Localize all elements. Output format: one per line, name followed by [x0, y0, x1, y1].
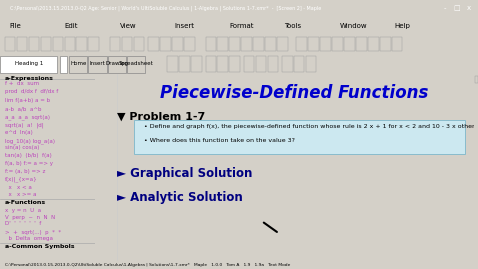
Text: Tools: Tools: [284, 23, 302, 29]
Bar: [356, 37, 367, 51]
Text: b  Delta  omega: b Delta omega: [5, 236, 53, 241]
Bar: [332, 37, 343, 51]
Bar: [475, 76, 478, 83]
Bar: [294, 56, 304, 72]
Text: x  y = n  U  a: x y = n U a: [5, 208, 41, 213]
Bar: [88, 37, 99, 51]
Text: Drawing: Drawing: [105, 61, 128, 66]
Text: a-Common Symbols: a-Common Symbols: [5, 244, 74, 249]
Bar: [148, 37, 159, 51]
Bar: [179, 56, 190, 72]
Bar: [53, 37, 63, 51]
Bar: [110, 37, 120, 51]
Text: sqrt(a)  a!  |d|: sqrt(a) a! |d|: [5, 123, 43, 128]
Text: tan(a)  (b/b)  f(a): tan(a) (b/b) f(a): [5, 153, 52, 158]
Text: x: x: [467, 5, 470, 11]
Text: Piecewise-Defined Functions: Piecewise-Defined Functions: [160, 84, 428, 102]
Text: Insert: Insert: [174, 23, 195, 29]
Text: x   x >= a: x x >= a: [5, 192, 36, 197]
Text: C:\Personal\2013.0.15.2013.0-Q2\UltiSoluble Calculus\1-Algebra | Solutions\1-7.x: C:\Personal\2013.0.15.2013.0-Q2\UltiSolu…: [5, 263, 290, 267]
Bar: [268, 56, 278, 72]
Bar: [320, 37, 331, 51]
Text: ▼ Problem 1-7: ▼ Problem 1-7: [117, 111, 206, 121]
FancyBboxPatch shape: [134, 120, 465, 154]
Text: Home: Home: [70, 61, 87, 66]
Bar: [69, 56, 87, 73]
Bar: [344, 37, 355, 51]
Bar: [122, 37, 132, 51]
Bar: [60, 56, 67, 73]
Bar: [253, 37, 264, 51]
Bar: [17, 37, 27, 51]
Bar: [108, 56, 126, 73]
Text: >  +  sqrt(...)  p  *  *: > + sqrt(...) p * *: [5, 229, 61, 235]
Bar: [241, 37, 252, 51]
Text: f(a, b) f:= a => y: f(a, b) f:= a => y: [5, 161, 53, 167]
Bar: [41, 37, 51, 51]
Bar: [306, 56, 316, 72]
Bar: [217, 56, 228, 72]
Text: x   x < a: x x < a: [5, 185, 32, 190]
Bar: [160, 37, 171, 51]
Text: Edit: Edit: [65, 23, 78, 29]
Text: sin(a) cos(a): sin(a) cos(a): [5, 145, 39, 150]
Bar: [191, 56, 202, 72]
Bar: [206, 56, 216, 72]
Text: Format: Format: [229, 23, 254, 29]
Bar: [296, 37, 307, 51]
Text: Heading 1: Heading 1: [14, 61, 43, 66]
Text: V  perp  ~  n  N  N: V perp ~ n N N: [5, 215, 55, 220]
Text: Spreadsheet: Spreadsheet: [119, 61, 153, 66]
Text: f +  dx  sum: f + dx sum: [5, 80, 39, 86]
Bar: [172, 37, 183, 51]
Bar: [277, 37, 288, 51]
Text: a-b  a/b  a^b: a-b a/b a^b: [5, 106, 41, 111]
Bar: [217, 37, 228, 51]
Text: ► Analytic Solution: ► Analytic Solution: [117, 191, 243, 204]
Text: a_a  a_a  sqrt(a): a_a a_a sqrt(a): [5, 114, 50, 120]
Bar: [184, 37, 195, 51]
Bar: [167, 56, 178, 72]
Bar: [76, 37, 87, 51]
Text: log_10(a) log_a(a): log_10(a) log_a(a): [5, 138, 55, 144]
Bar: [29, 37, 39, 51]
Bar: [127, 56, 145, 73]
Bar: [0, 56, 57, 73]
Bar: [134, 37, 144, 51]
Text: View: View: [120, 23, 136, 29]
Text: Insert: Insert: [90, 61, 105, 66]
Bar: [308, 37, 319, 51]
Text: C:\Personal\2013.15.2013.0-Q2 Age: Senior | World's UltiSoluble Calculus | 1-Alg: C:\Personal\2013.15.2013.0-Q2 Age: Senio…: [10, 6, 321, 12]
Bar: [229, 56, 240, 72]
Text: □: □: [453, 5, 460, 11]
Bar: [282, 56, 293, 72]
Text: f(x)|_{x=a}: f(x)|_{x=a}: [5, 176, 37, 182]
Text: lim f(a+b) a = b: lim f(a+b) a = b: [5, 98, 50, 103]
Text: prod  d/dx f  df/dx f: prod d/dx f df/dx f: [5, 89, 58, 94]
Text: a-Functions: a-Functions: [5, 200, 46, 205]
Text: File: File: [10, 23, 22, 29]
Text: ► Graphical Solution: ► Graphical Solution: [117, 167, 253, 180]
Text: e^d  ln(a): e^d ln(a): [5, 130, 33, 135]
Bar: [392, 37, 402, 51]
Bar: [244, 56, 254, 72]
Text: D'  '  '  '  '  '  f: D' ' ' ' ' ' f: [5, 221, 41, 226]
Bar: [5, 37, 15, 51]
Bar: [206, 37, 216, 51]
Bar: [368, 37, 379, 51]
Text: a-Expressions: a-Expressions: [5, 76, 54, 81]
Bar: [256, 56, 266, 72]
Text: Window: Window: [339, 23, 367, 29]
Text: -: -: [443, 5, 446, 11]
Bar: [65, 37, 75, 51]
Bar: [88, 56, 107, 73]
Text: f:= (a, b) => z: f:= (a, b) => z: [5, 169, 45, 174]
Bar: [380, 37, 391, 51]
Bar: [229, 37, 240, 51]
Text: • Define and graph f(x), the piecewise-defined function whose rule is 2 x + 1 fo: • Define and graph f(x), the piecewise-d…: [143, 123, 478, 129]
Text: Help: Help: [394, 23, 410, 29]
Text: • Where does this function take on the value 3?: • Where does this function take on the v…: [143, 139, 294, 143]
Bar: [265, 37, 276, 51]
